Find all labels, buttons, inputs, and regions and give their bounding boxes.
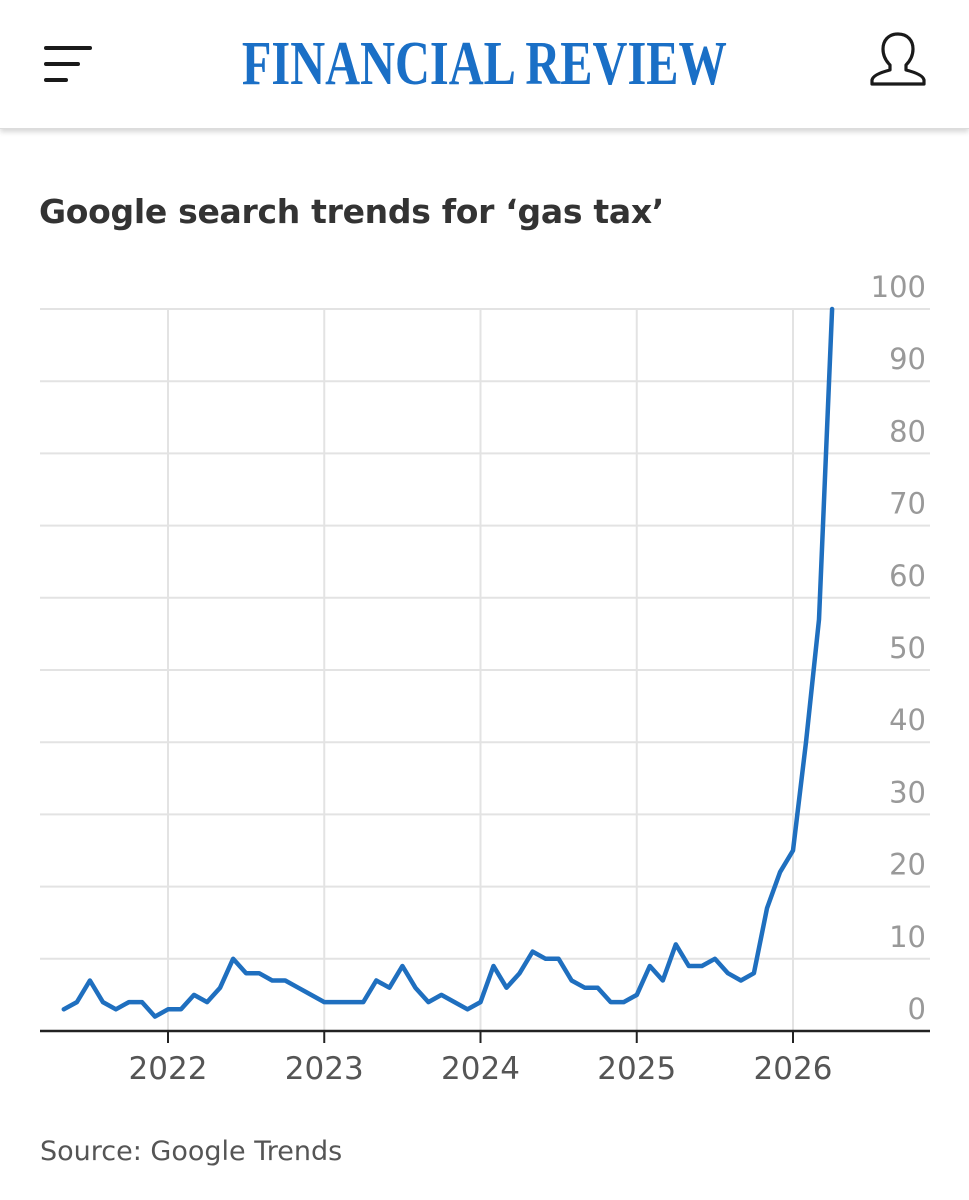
data-point: [283, 979, 287, 983]
data-point: [127, 1000, 131, 1004]
data-point: [479, 1000, 483, 1004]
data-point: [453, 1000, 457, 1004]
y-tick-label-60: 60: [889, 559, 926, 593]
data-point: [413, 986, 417, 990]
data-point: [439, 993, 443, 997]
data-point: [205, 1000, 209, 1004]
data-point: [244, 971, 248, 975]
data-point: [752, 971, 756, 975]
series-line-0: [61, 306, 835, 1019]
data-point: [374, 979, 378, 983]
y-tick-label-20: 20: [889, 848, 926, 882]
data-point: [179, 1007, 183, 1011]
x-tick-label-2025: 2025: [597, 1051, 676, 1087]
grid-lines: [40, 308, 930, 1031]
data-point: [830, 307, 834, 311]
data-point: [804, 740, 808, 744]
data-point: [791, 849, 795, 853]
data-point: [218, 986, 222, 990]
data-point: [140, 1000, 144, 1004]
user-account-icon[interactable]: [866, 28, 930, 92]
data-point: [739, 979, 743, 983]
series-line: [61, 306, 835, 1019]
data-point: [335, 1000, 339, 1004]
data-point: [778, 870, 782, 874]
data-point: [492, 964, 496, 968]
data-point: [270, 979, 274, 983]
data-point: [114, 1007, 118, 1011]
source-note: Source: Google Trends: [40, 1136, 343, 1167]
hamburger-menu-icon[interactable]: [40, 44, 96, 88]
y-tick-label-30: 30: [889, 775, 926, 809]
x-tick-label-2024: 2024: [441, 1051, 520, 1087]
data-point: [557, 957, 561, 961]
data-point: [231, 957, 235, 961]
y-tick-label-50: 50: [889, 631, 926, 665]
data-point: [466, 1007, 470, 1011]
data-point: [62, 1007, 66, 1011]
data-point: [583, 986, 587, 990]
data-point: [674, 942, 678, 946]
data-point: [361, 1000, 365, 1004]
y-tick-label-90: 90: [889, 342, 926, 376]
x-tick-label-2022: 2022: [129, 1051, 208, 1087]
data-point: [544, 957, 548, 961]
data-point: [661, 979, 665, 983]
data-point: [348, 1000, 352, 1004]
x-tick-label-2023: 2023: [285, 1051, 364, 1087]
data-point: [257, 971, 261, 975]
data-point: [153, 1015, 157, 1019]
brand-logo[interactable]: FINANCIAL REVIEW: [241, 30, 727, 98]
data-point: [192, 993, 196, 997]
data-point: [88, 979, 92, 983]
data-point: [817, 618, 821, 622]
y-tick-label-10: 10: [889, 920, 926, 954]
data-point: [531, 950, 535, 954]
y-tick-label-70: 70: [889, 487, 926, 521]
data-point: [635, 993, 639, 997]
data-point: [400, 964, 404, 968]
data-point: [101, 1000, 105, 1004]
data-point: [622, 1000, 626, 1004]
data-point: [570, 979, 574, 983]
data-point: [518, 971, 522, 975]
x-axis: [40, 1029, 930, 1043]
data-point: [166, 1007, 170, 1011]
x-axis-tick-labels: 2022 2023 2024 2025 2026: [129, 1051, 833, 1087]
data-point: [309, 993, 313, 997]
data-point: [726, 971, 730, 975]
data-point: [648, 964, 652, 968]
y-tick-label-100: 100: [871, 270, 926, 304]
x-tick-label-2026: 2026: [754, 1051, 833, 1087]
data-point: [700, 964, 704, 968]
y-tick-label-80: 80: [889, 414, 926, 448]
top-navigation-bar: FINANCIAL REVIEW: [0, 0, 969, 129]
data-point: [687, 964, 691, 968]
data-point: [596, 986, 600, 990]
data-point: [387, 986, 391, 990]
data-point: [322, 1000, 326, 1004]
data-point: [296, 986, 300, 990]
y-tick-label-0: 0: [908, 992, 926, 1026]
data-point: [765, 906, 769, 910]
y-tick-label-40: 40: [889, 703, 926, 737]
data-point: [426, 1000, 430, 1004]
y-axis-tick-labels: 0 10 20 30 40 50 60 70 80 90 100: [871, 270, 926, 1026]
data-point: [505, 986, 509, 990]
data-point: [609, 1000, 613, 1004]
data-point: [713, 957, 717, 961]
chart-title: Google search trends for ‘gas tax’: [39, 192, 665, 231]
data-point: [75, 1000, 79, 1004]
